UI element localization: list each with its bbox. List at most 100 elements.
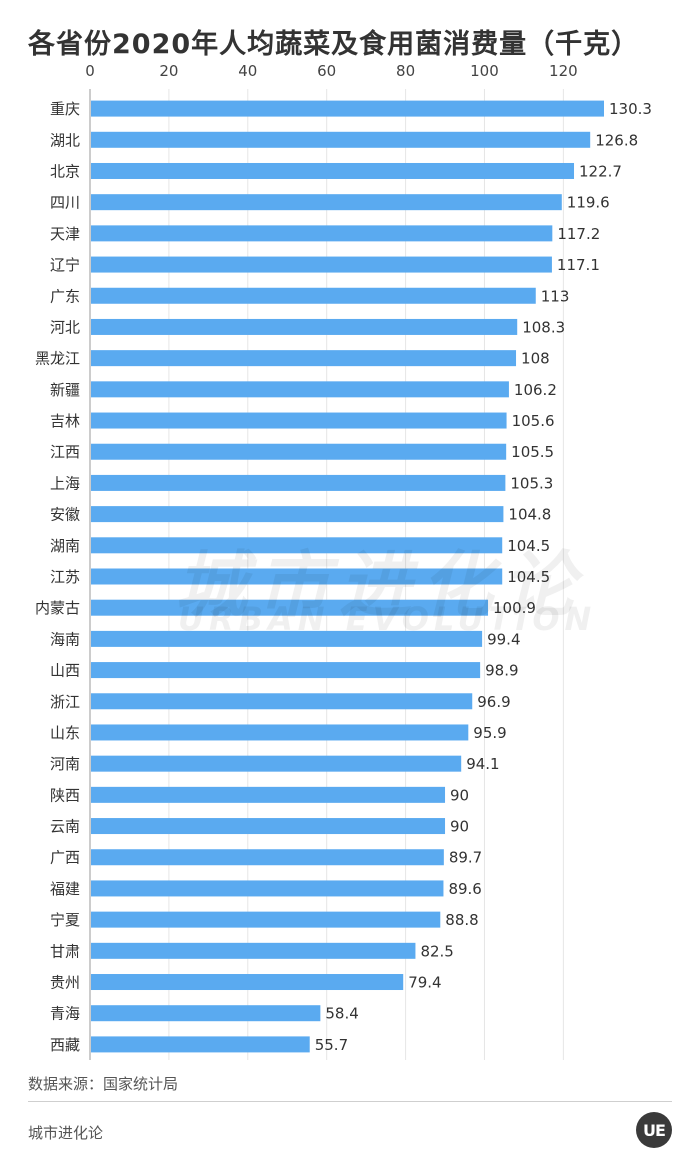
bar — [91, 1036, 310, 1053]
bar-value-label: 98.9 — [485, 662, 518, 680]
y-category-label: 安徽 — [50, 506, 80, 524]
bar-value-label: 89.6 — [448, 880, 481, 898]
bar — [91, 755, 462, 772]
x-tick-label: 100 — [470, 62, 499, 80]
bar — [91, 537, 503, 554]
bar-value-label: 90 — [450, 818, 469, 836]
x-tick-label: 80 — [396, 62, 415, 80]
y-category-label: 辽宁 — [50, 256, 80, 274]
bar-value-label: 108 — [521, 350, 550, 368]
bar — [91, 100, 604, 117]
bar-value-label: 55.7 — [315, 1036, 348, 1054]
bar-value-label: 105.6 — [512, 412, 555, 430]
y-category-label: 云南 — [50, 818, 80, 836]
bar — [91, 849, 444, 866]
bar-value-label: 130.3 — [609, 100, 652, 118]
y-category-label: 江苏 — [50, 568, 80, 586]
bar-value-label: 104.5 — [507, 537, 550, 555]
y-category-label: 海南 — [50, 630, 80, 648]
y-category-label: 河北 — [50, 318, 80, 336]
y-category-label: 上海 — [50, 474, 80, 492]
chart-title: 各省份2020年人均蔬菜及食用菌消费量（千克） — [28, 29, 640, 60]
bar — [91, 693, 473, 710]
y-category-label: 广东 — [50, 287, 80, 305]
bar-value-label: 117.1 — [557, 256, 600, 274]
brand-logo: UE — [636, 1112, 672, 1148]
bar — [91, 724, 469, 741]
y-category-label: 新疆 — [50, 381, 80, 399]
bar — [91, 318, 518, 335]
bar — [91, 256, 552, 273]
x-tick-label: 20 — [159, 62, 178, 80]
y-category-label: 四川 — [50, 194, 80, 212]
y-category-label: 陕西 — [50, 786, 80, 804]
bar-value-label: 119.6 — [567, 194, 610, 212]
bar — [91, 630, 483, 647]
footer-divider — [28, 1101, 672, 1102]
y-category-label: 北京 — [50, 162, 80, 180]
bar — [91, 443, 507, 460]
bar — [91, 350, 517, 367]
bar — [91, 225, 553, 242]
bar-value-label: 95.9 — [473, 724, 506, 742]
bar-chart: 0 20 40 60 80 100 120 重庆 130.3 湖北 126.8 北京 122.7 四川 11… — [35, 62, 652, 1060]
x-tick-label: 60 — [317, 62, 336, 80]
bar — [91, 880, 444, 897]
bar — [91, 942, 416, 959]
bar-value-label: 105.5 — [511, 443, 554, 461]
y-category-label: 湖南 — [50, 537, 80, 555]
bar — [91, 1005, 321, 1022]
bar — [91, 131, 591, 148]
bar-value-label: 99.4 — [487, 630, 520, 648]
bar — [91, 786, 446, 803]
bar-value-label: 89.7 — [449, 849, 482, 867]
bar-value-label: 104.5 — [507, 568, 550, 586]
y-category-label: 贵州 — [50, 974, 80, 992]
x-tick-label: 0 — [85, 62, 95, 80]
x-tick-label: 40 — [238, 62, 257, 80]
bar — [91, 194, 562, 211]
bar-value-label: 105.3 — [510, 474, 553, 492]
y-category-label: 山西 — [50, 662, 80, 680]
y-category-label: 甘肃 — [50, 942, 80, 960]
y-category-label: 黑龙江 — [35, 350, 80, 368]
y-category-label: 江西 — [50, 443, 80, 461]
bar — [91, 412, 507, 429]
y-category-label: 广西 — [50, 849, 80, 867]
bar — [91, 818, 446, 835]
bar-value-label: 94.1 — [466, 755, 499, 773]
bar-value-label: 88.8 — [445, 911, 478, 929]
bar-value-label: 58.4 — [325, 1005, 358, 1023]
bar-value-label: 100.9 — [493, 599, 536, 617]
y-category-label: 重庆 — [50, 100, 80, 118]
bar — [91, 974, 404, 991]
bar — [91, 474, 506, 491]
bar-value-label: 113 — [541, 287, 570, 305]
bar — [91, 287, 536, 304]
y-category-label: 青海 — [50, 1005, 80, 1023]
bar-value-label: 108.3 — [522, 318, 565, 336]
bar — [91, 662, 481, 679]
bar-value-label: 104.8 — [508, 506, 551, 524]
bar-value-label: 79.4 — [408, 974, 441, 992]
bar-value-label: 126.8 — [595, 131, 638, 149]
y-category-label: 西藏 — [50, 1036, 80, 1054]
bar-value-label: 90 — [450, 786, 469, 804]
y-category-label: 浙江 — [50, 693, 80, 711]
bar — [91, 599, 489, 616]
y-category-label: 内蒙古 — [35, 599, 80, 617]
y-category-label: 湖北 — [50, 131, 80, 149]
bar — [91, 381, 509, 398]
source-note: 数据来源：国家统计局 — [28, 1075, 179, 1093]
y-category-label: 天津 — [50, 225, 80, 243]
bar-value-label: 82.5 — [420, 942, 453, 960]
y-category-label: 吉林 — [50, 412, 80, 430]
bar-value-label: 122.7 — [579, 162, 622, 180]
brand-name: 城市进化论 — [28, 1124, 104, 1142]
bar-value-label: 106.2 — [514, 381, 557, 399]
y-category-label: 山东 — [50, 724, 80, 742]
bar — [91, 911, 441, 928]
bar — [91, 506, 504, 523]
y-category-label: 河南 — [50, 755, 80, 773]
y-category-label: 福建 — [50, 880, 80, 898]
